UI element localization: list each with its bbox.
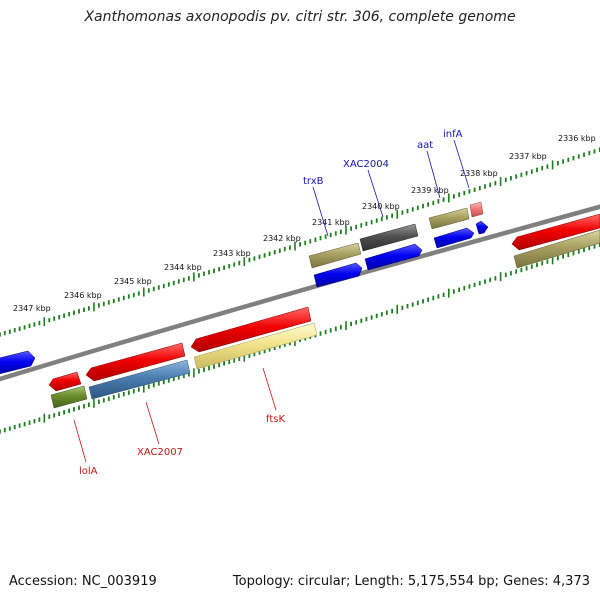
gene-ftsK-box[interactable] [190,306,312,353]
gene-XAC2007-box[interactable] [85,342,186,382]
gene-blue-1[interactable] [313,262,363,288]
genome-backbone [0,204,600,382]
gene-steel[interactable] [88,359,191,400]
gene-track-lower [0,220,600,409]
gene-infA-box[interactable] [469,201,484,218]
gene-leaders [73,139,470,463]
gene-olive-right[interactable] [513,229,600,269]
kbp-label: 2338 kbp [460,169,498,178]
accession-text: Accession: NC_003919 [9,574,157,589]
kbp-label: 2336 kbp [558,134,596,143]
gene-label-ftsK[interactable]: ftsK [266,414,285,425]
gene-blue-4[interactable] [475,220,489,235]
leader-trxB [312,186,329,237]
genome-stats-text: Topology: circular; Length: 5,175,554 bp… [232,574,590,589]
tick-track-outer [0,147,600,337]
gene-green[interactable] [50,385,88,409]
leader-XAC2007 [145,401,160,445]
kbp-label: 2341 kbp [312,218,350,227]
gene-labels: infA aat XAC2004 trxB ftsK XAC2007 lolA [79,129,463,477]
gene-track-upper [48,201,600,392]
kbp-label: 2344 kbp [164,263,202,272]
leader-ftsK [262,367,277,411]
kbp-label: 2346 kbp [64,291,102,300]
kbp-label: 2343 kbp [213,249,251,258]
gene-yellow[interactable] [193,322,318,370]
gene-label-lolA[interactable]: lolA [79,466,98,477]
gene-red-right[interactable] [511,213,600,251]
leader-aat [426,150,441,199]
kbp-label: 2347 kbp [13,304,51,313]
gene-blue-3[interactable] [433,227,475,249]
kbp-labels: 2336 kbp 2337 kbp 2338 kbp 2339 kbp 2340… [13,134,596,313]
kbp-label: 2342 kbp [263,234,301,243]
kbp-label: 2339 kbp [411,186,449,195]
gene-label-trxB[interactable]: trxB [303,176,324,187]
gene-aat-box[interactable] [428,207,470,230]
leader-lolA [73,419,87,463]
gene-label-XAC2004[interactable]: XAC2004 [343,159,389,170]
leader-XAC2004 [367,169,384,218]
gene-lolA-box[interactable] [48,371,82,392]
gene-label-infA[interactable]: infA [443,129,463,140]
kbp-label: 2340 kbp [362,202,400,211]
gene-label-XAC2007[interactable]: XAC2007 [137,447,183,458]
gene-trxB-box[interactable] [308,242,362,269]
gene-blue-2[interactable] [364,243,423,271]
leader-infA [453,139,470,189]
gene-label-aat[interactable]: aat [417,140,433,151]
genome-title: Xanthomonas axonopodis pv. citri str. 30… [84,9,516,25]
gene-XAC2004-box[interactable] [359,223,419,252]
kbp-label: 2345 kbp [114,277,152,286]
gene-blue-left[interactable] [0,350,36,375]
kbp-label: 2337 kbp [509,152,547,161]
